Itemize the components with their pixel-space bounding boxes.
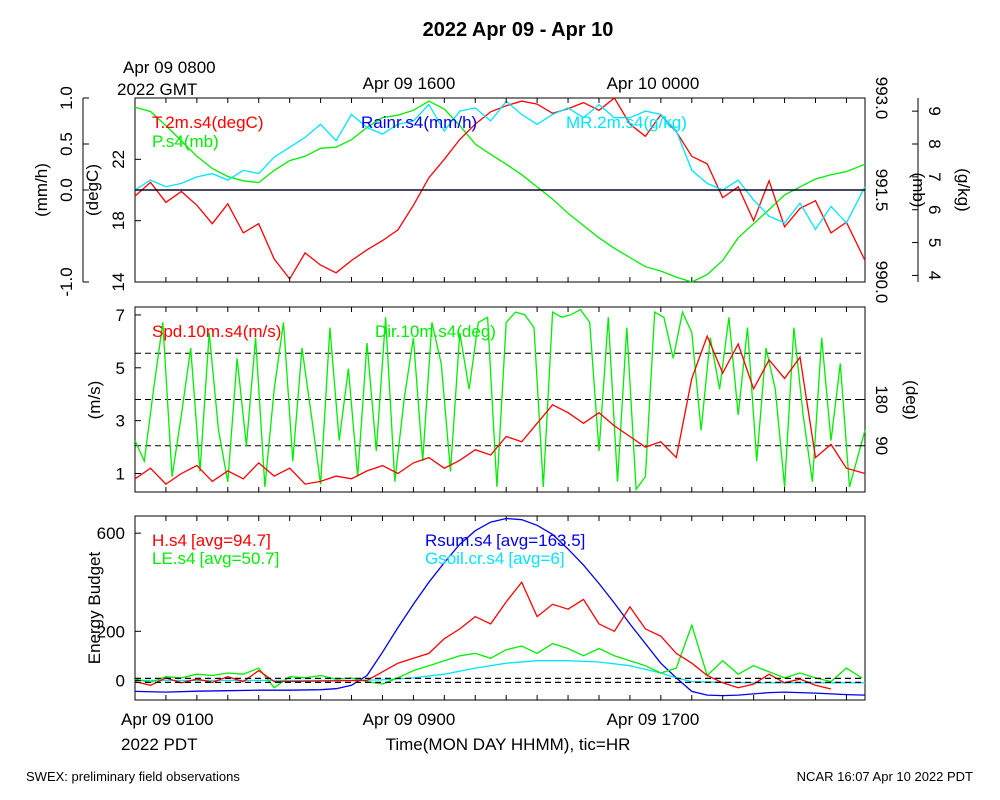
legend-rain: Rainr.s4(mm/h) [361, 113, 477, 132]
legend-net-radiation-name: Rsum.s4 [425, 531, 492, 550]
temperature-line [134, 97, 866, 281]
rain-axis-tick-label: 1.0 [57, 86, 76, 110]
panel-energy-axes: 0 200 600 [97, 516, 847, 700]
pressure-axis-tick-label: 993.0 [872, 77, 891, 120]
panel-meteorology: -1.0 0.0 0.5 1.0 14 18 22 990.0 991.5 993.0 4 5 6 7 8 9… [32, 77, 973, 304]
chart-title: 2022 Apr 09 - Apr 10 [423, 19, 614, 41]
pressure-axis-tick-label: 991.5 [872, 169, 891, 212]
bottom-time-end: Apr 09 1700 [607, 710, 700, 729]
mixing-ratio-axis-tick-label: 9 [925, 106, 944, 115]
mixing-ratio-axis-tick-label: 8 [925, 139, 944, 148]
mixing-ratio-axis-tick-label: 5 [925, 238, 944, 247]
speed-axis-tick-label: 3 [116, 412, 125, 431]
top-time-start-line2: 2022 GMT [117, 80, 197, 99]
sensible-heat-line [134, 580, 832, 690]
soil-heat-line [135, 660, 865, 684]
temp-axis-tick-label: 14 [109, 273, 128, 292]
rain-axis-tick-label: -1.0 [57, 267, 76, 296]
panel-meteorology-axes: -1.0 0.0 0.5 1.0 14 18 22 990.0 991.5 993.0 4 5 6 7 8 9 [57, 77, 944, 304]
bottom-time-start-line1: Apr 09 0100 [121, 710, 214, 729]
temp-axis-tick-label: 22 [109, 150, 128, 169]
bottom-time-mid: Apr 09 0900 [363, 710, 456, 729]
panel-energy-frame [134, 515, 866, 701]
panel-meteorology-series [134, 97, 866, 283]
panel-wind-axes: 1 3 5 7 90 180 [116, 306, 891, 492]
legend-latent-heat-avg: [avg=50.7] [199, 549, 279, 568]
axis-label-mixing-ratio: (g/kg) [954, 168, 973, 211]
legend-net-radiation: Rsum.s4 [avg=163.5] [425, 531, 585, 550]
legend-latent-heat-name: LE.s4 [152, 549, 195, 568]
mixing-ratio-axis-tick-label: 4 [925, 271, 944, 280]
legend-pressure: P.s4(mb) [152, 132, 219, 151]
rain-axis-tick-label: 0.5 [57, 132, 76, 156]
bottom-time-start-line2: 2022 PDT [121, 735, 198, 754]
axis-label-direction: (deg) [902, 380, 921, 420]
legend-soil-heat: Gsoil.cr.s4 [avg=6] [425, 549, 565, 568]
legend-sensible-heat-name: H.s4 [152, 531, 187, 550]
x-axis-label: Time(MON DAY HHMM), tic=HR [386, 735, 631, 754]
panel-energy: 0 200 600 H.s4 [avg=94.7] LE.s4 [avg=50.7] R… [85, 515, 866, 701]
pressure-line [134, 100, 866, 283]
rain-axis-tick-label: 0.0 [57, 178, 76, 202]
mixing-ratio-axis-tick-label: 7 [925, 172, 944, 181]
legend-sensible-heat: H.s4 [avg=94.7] [152, 531, 271, 550]
legend-temperature: T.2m.s4(degC) [152, 113, 263, 132]
mixing-ratio-line [134, 100, 866, 231]
direction-axis-tick-label: 90 [872, 436, 891, 455]
legend-soil-heat-name: Gsoil.cr.s4 [425, 549, 504, 568]
speed-axis-tick-label: 7 [116, 306, 125, 325]
legend-wind-speed: Spd.10m.s4(m/s) [152, 322, 281, 341]
footer-left: SWEX: preliminary field observations [26, 769, 240, 784]
panel-energy-series [134, 517, 866, 697]
direction-axis-tick-label: 180 [872, 385, 891, 413]
top-time-mid: Apr 09 1600 [363, 74, 456, 93]
axis-label-speed: (m/s) [85, 381, 104, 420]
energy-axis-tick-label: 200 [97, 622, 125, 641]
energy-axis-tick-label: 0 [116, 671, 125, 690]
axis-label-temp: (degC) [83, 164, 102, 216]
legend-sensible-heat-avg: [avg=94.7] [191, 531, 271, 550]
speed-axis-tick-label: 5 [116, 359, 125, 378]
top-time-start-line1: Apr 09 0800 [123, 58, 216, 77]
energy-axis-tick-label: 600 [97, 524, 125, 543]
pressure-axis-tick-label: 990.0 [872, 261, 891, 304]
legend-wind-direction: Dir.10m.s4(deg) [375, 322, 496, 341]
legend-mixing-ratio: MR.2m.s4(g/kg) [566, 113, 687, 132]
panel-wind-series [134, 308, 866, 492]
net-radiation-line [134, 517, 866, 697]
wind-speed-line [134, 334, 866, 485]
mixing-ratio-axis-tick-label: 6 [925, 205, 944, 214]
wind-direction-line [134, 308, 866, 492]
top-time-end: Apr 10 0000 [607, 74, 700, 93]
footer-right: NCAR 16:07 Apr 10 2022 PDT [797, 769, 973, 784]
axis-label-energy: Energy Budget [85, 551, 104, 664]
latent-heat-line [134, 623, 863, 689]
legend-net-radiation-avg: [avg=163.5] [496, 531, 585, 550]
panel-wind: 1 3 5 7 90 180 Spd.10m.s4(m/s) Dir.10m.s4(deg… [85, 306, 921, 493]
legend-soil-heat-avg: [avg=6] [508, 549, 564, 568]
axis-label-pressure: (mb) [909, 173, 928, 208]
temp-axis-tick-label: 18 [109, 211, 128, 230]
legend-latent-heat: LE.s4 [avg=50.7] [152, 549, 279, 568]
speed-axis-tick-label: 1 [116, 465, 125, 484]
axis-label-rain: (mm/h) [32, 163, 51, 217]
